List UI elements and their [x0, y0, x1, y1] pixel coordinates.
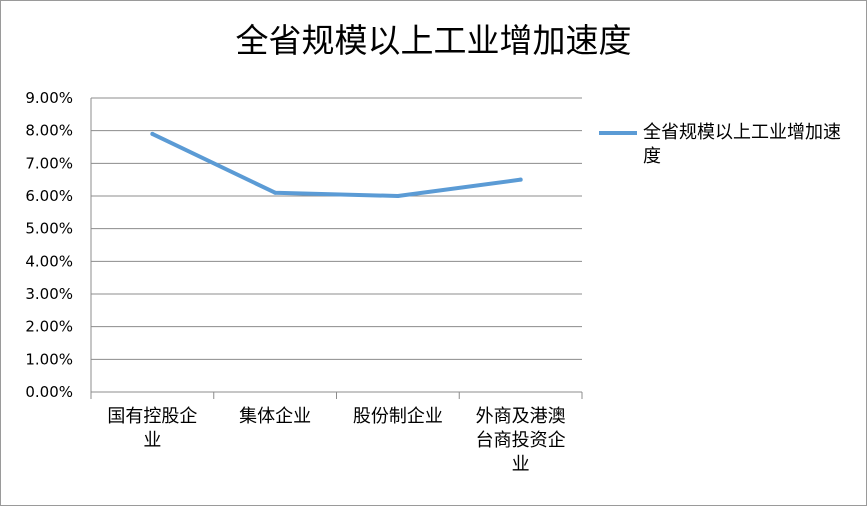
y-tick-label: 3.00%	[25, 285, 73, 303]
x-category-label: 国有控股企业	[107, 406, 197, 451]
y-tick-label: 9.00%	[25, 89, 73, 107]
legend: 全省规模以上工业增加速度	[599, 121, 864, 169]
legend-label: 全省规模以上工业增加速度	[643, 122, 841, 167]
y-tick-label: 7.00%	[25, 154, 73, 172]
y-tick-label: 2.00%	[25, 318, 73, 336]
data-point	[395, 194, 400, 198]
y-tick-label: 5.00%	[25, 220, 73, 238]
y-tick-label: 4.00%	[25, 252, 73, 270]
data-point	[518, 177, 523, 182]
y-tick-label: 0.00%	[25, 383, 73, 401]
legend-swatch	[599, 131, 637, 135]
y-tick-label: 1.00%	[25, 350, 73, 368]
x-category-label: 集体企业	[239, 406, 311, 427]
x-category-label: 股份制企业	[353, 406, 443, 427]
x-category-label: 外商及港澳台商投资企业	[476, 406, 566, 475]
y-tick-label: 6.00%	[25, 187, 73, 205]
series-line	[150, 131, 523, 198]
chart-title: 全省规模以上工业增加速度	[235, 21, 632, 60]
data-point	[150, 131, 155, 136]
data-point	[273, 190, 278, 195]
y-tick-label: 8.00%	[25, 122, 73, 140]
